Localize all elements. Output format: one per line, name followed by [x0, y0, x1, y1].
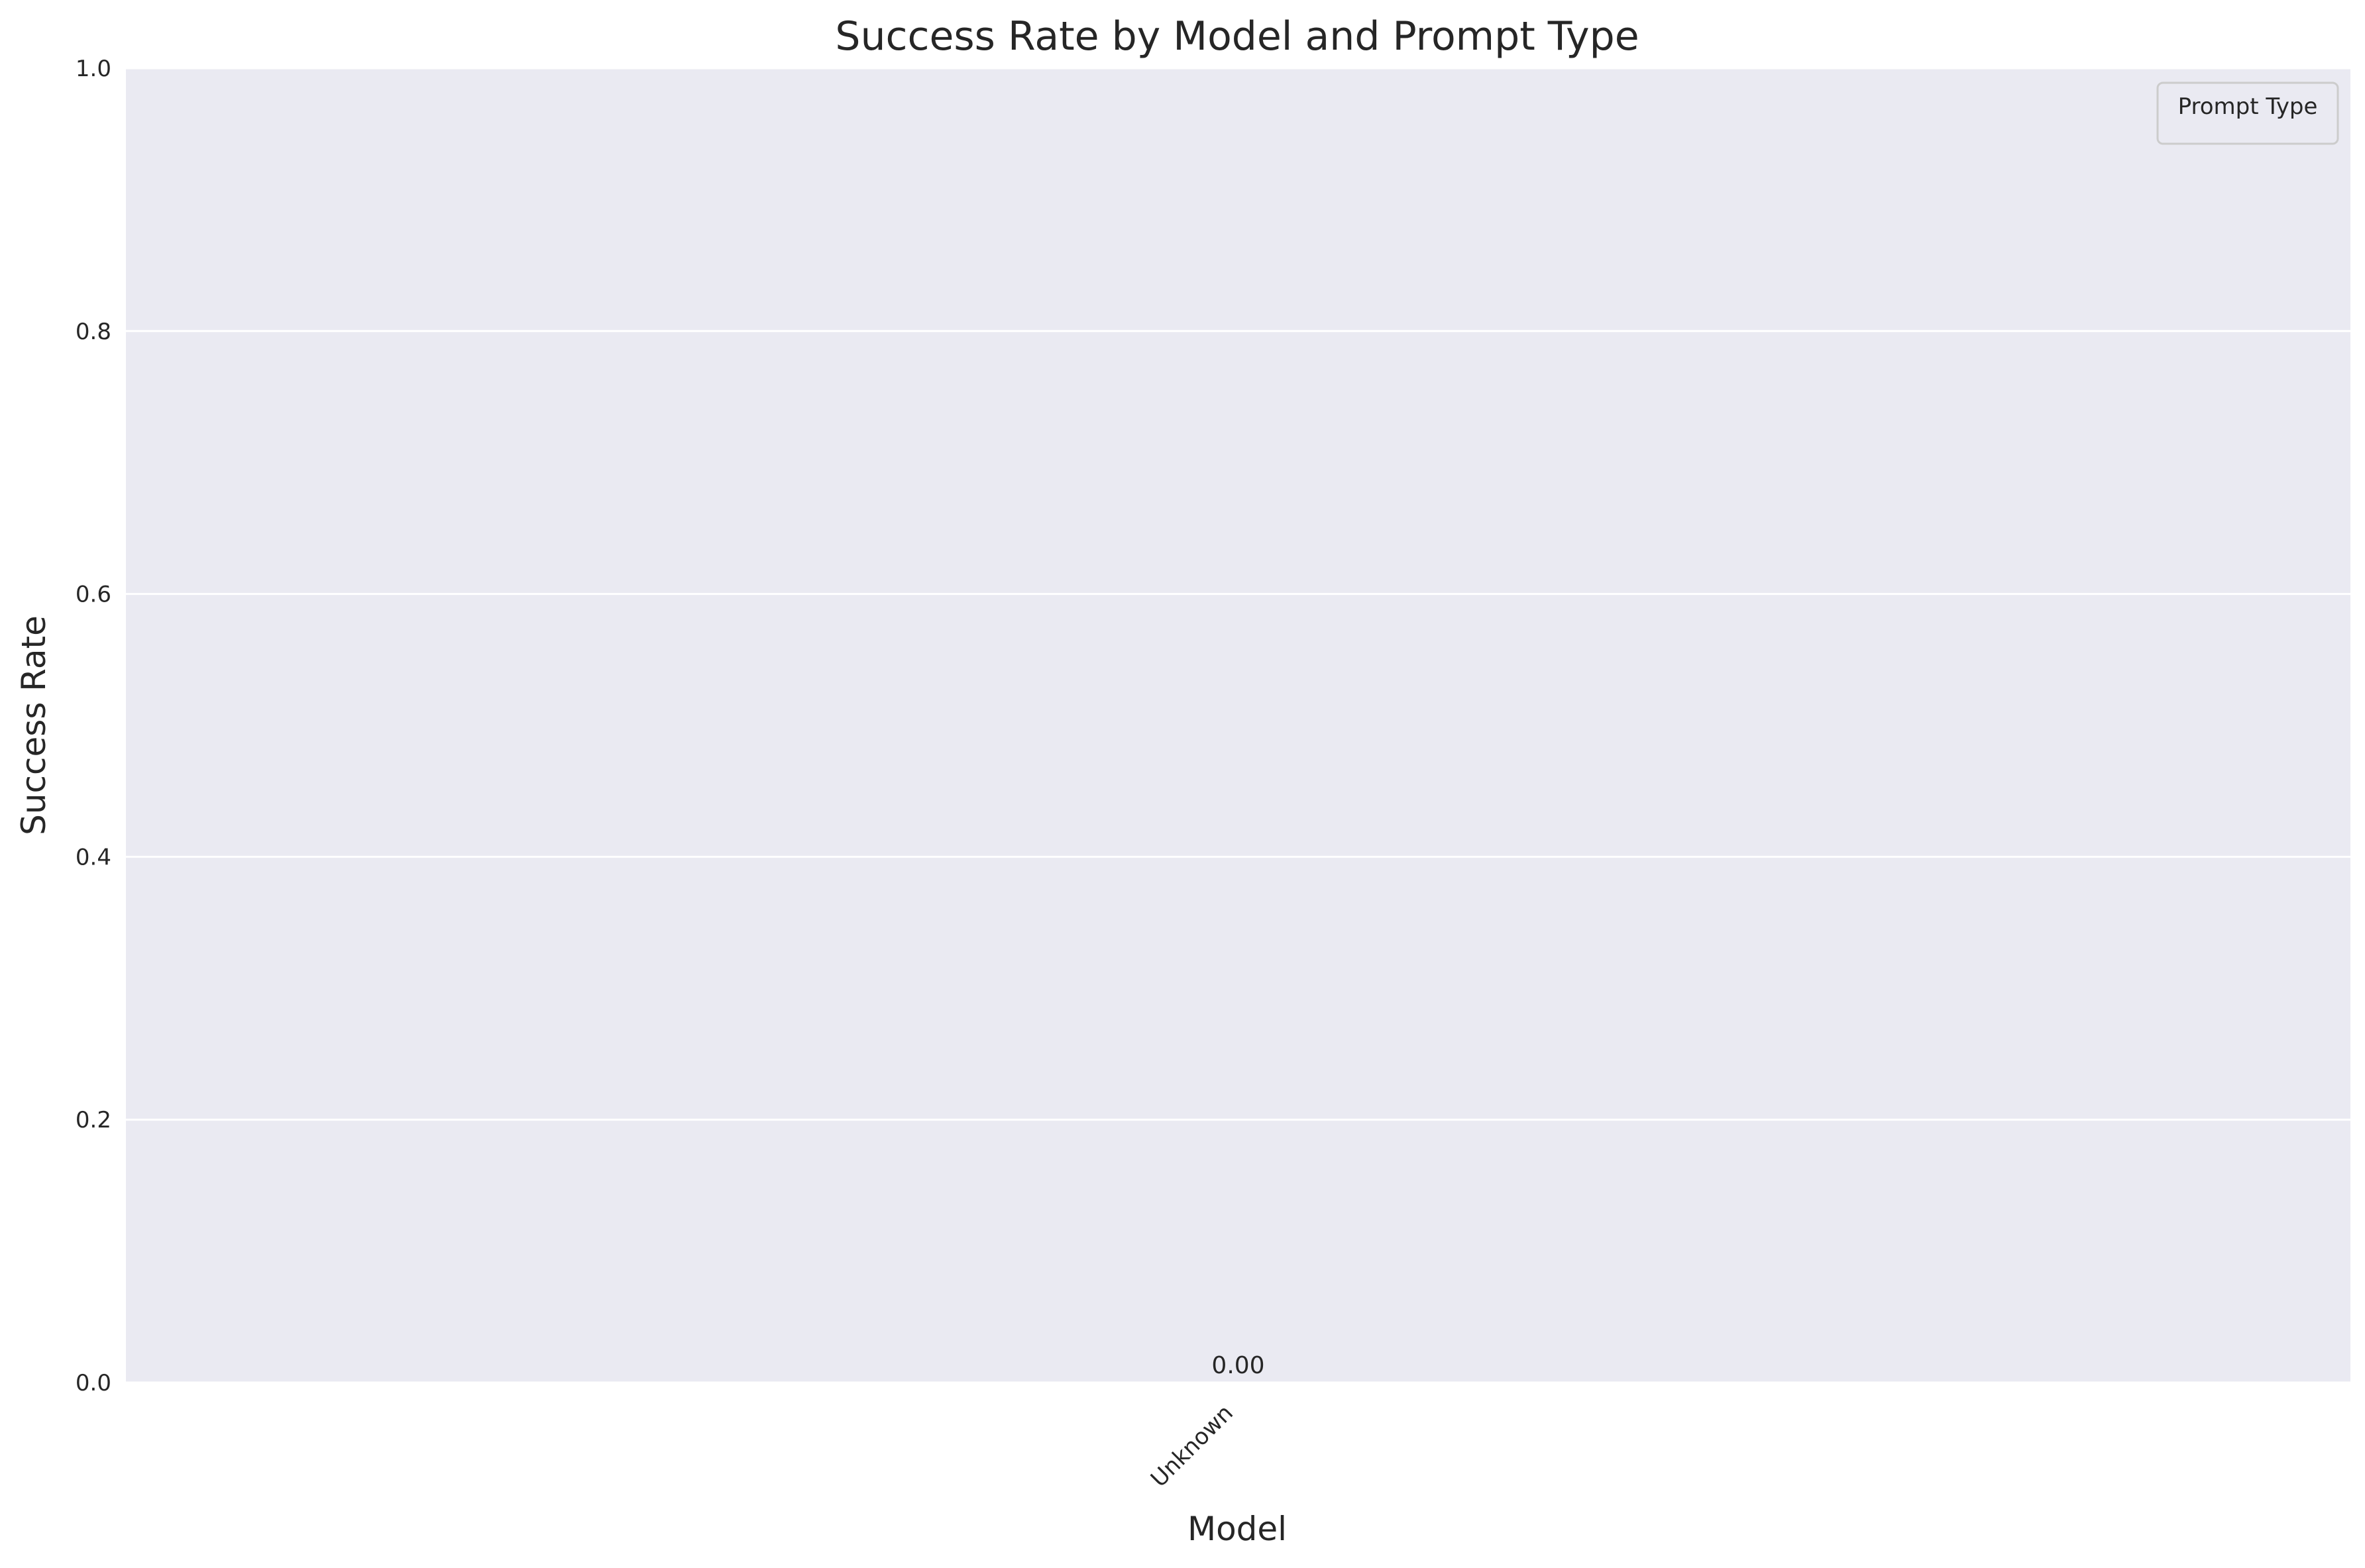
plot-area: [126, 68, 2350, 1383]
legend-title: Prompt Type: [2178, 93, 2318, 120]
x-axis-label: Model: [1187, 1510, 1287, 1548]
bars: 0.00: [1211, 1352, 1264, 1379]
legend-box: [2156, 81, 2339, 145]
y-tick-label: 0.2: [76, 1107, 111, 1133]
x-axis-ticks: Unknown: [1146, 1400, 1238, 1492]
grid-lines: [126, 67, 2350, 1384]
y-axis-label: Success Rate: [15, 615, 53, 835]
y-axis-ticks: 0.0 0.2 0.4 0.6 0.8 1.0: [76, 56, 111, 1396]
y-tick-label: 1.0: [76, 56, 111, 82]
y-tick-label: 0.4: [76, 844, 111, 870]
y-tick-label: 0.0: [76, 1370, 111, 1396]
chart-title: Success Rate by Model and Prompt Type: [835, 13, 1639, 60]
bar-value-label: 0.00: [1211, 1352, 1264, 1379]
x-tick-label: Unknown: [1146, 1400, 1238, 1492]
y-tick-label: 0.8: [76, 319, 111, 345]
y-tick-label: 0.6: [76, 582, 111, 608]
legend: Prompt Type: [2156, 81, 2339, 145]
